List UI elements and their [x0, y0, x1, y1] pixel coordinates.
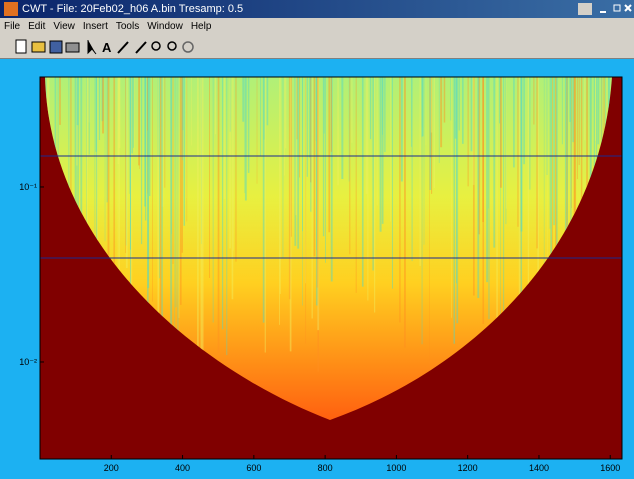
toolbar: A [0, 36, 634, 59]
x-tick-label: 400 [175, 463, 190, 473]
figure: 200 400 600 800 1000 1200 1400 1600 10⁻² 10⁻¹ [0, 58, 634, 479]
x-tick-label: 1000 [386, 463, 406, 473]
menu-bar: File Edit View Insert Tools Window Help [0, 18, 634, 36]
menu-item[interactable]: Insert [83, 21, 108, 32]
x-tick-label: 600 [246, 463, 261, 473]
title-bar: CWT - File: 20Feb02_h06 A.bin Tresamp: 0… [0, 0, 634, 18]
y-tick-label: 10⁻² [19, 357, 37, 367]
menu-item[interactable]: File [4, 21, 20, 32]
menu-item[interactable]: Help [191, 21, 212, 32]
y-tick-label: 10⁻¹ [19, 182, 37, 192]
page: CWT - File: 20Feb02_h06 A.bin Tresamp: 0… [0, 0, 634, 479]
window-controls[interactable] [574, 0, 634, 18]
menu-item[interactable]: View [53, 21, 75, 32]
menu-item[interactable]: Tools [116, 21, 139, 32]
toolbar-icons[interactable]: A [0, 36, 200, 58]
x-tick-label: 1200 [458, 463, 478, 473]
menu-item[interactable]: Window [147, 21, 183, 32]
x-tick-label: 800 [318, 463, 333, 473]
svg-text:A: A [102, 40, 112, 55]
x-tick-label: 1600 [600, 463, 620, 473]
window-title: CWT - File: 20Feb02_h06 A.bin Tresamp: 0… [22, 0, 243, 18]
app-icon [4, 2, 18, 16]
menu-item[interactable]: Edit [28, 21, 45, 32]
x-tick-label: 200 [104, 463, 119, 473]
x-tick-label: 1400 [529, 463, 549, 473]
